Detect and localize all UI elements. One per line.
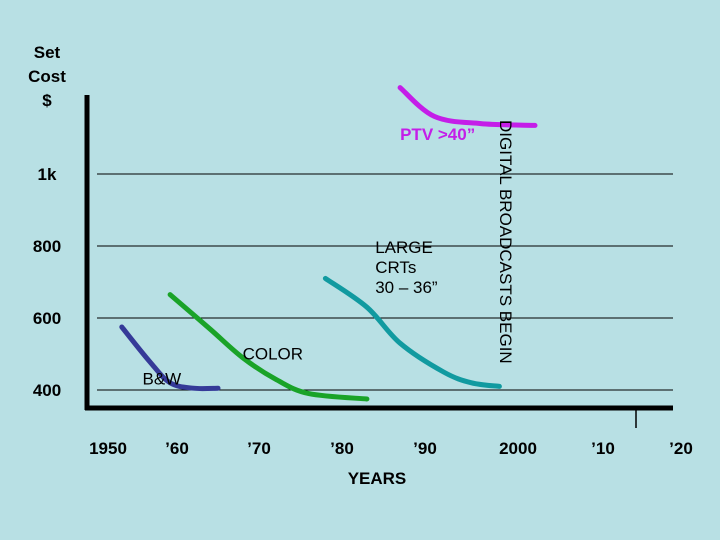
- x-tick-label: ’90: [413, 439, 437, 458]
- grid-lines: [97, 173, 673, 391]
- y-axis-label-line-3: $: [42, 91, 52, 110]
- annotation-color: COLOR: [243, 344, 303, 363]
- event-digital-broadcasts-label: DIGITAL BROADCASTS BEGIN: [496, 120, 515, 364]
- x-tick-label: ’70: [247, 439, 271, 458]
- x-tick-label: 2000: [499, 439, 537, 458]
- y-tick-label: 1k: [38, 165, 57, 184]
- x-tick-label: 1950: [89, 439, 127, 458]
- x-tick-label: ’60: [165, 439, 189, 458]
- annotation-ptv: PTV >40”: [400, 125, 475, 144]
- series-bw-line: [119, 324, 221, 392]
- series-group: [119, 85, 538, 402]
- annotation-crt-1: LARGE: [375, 238, 433, 257]
- y-tick-label: 800: [33, 237, 61, 256]
- x-tick-label: ’80: [330, 439, 354, 458]
- y-axis-label-line-2: Cost: [28, 67, 66, 86]
- label-group: 400 600 800 1k 1950 ’60 ’70 ’80 ’90 2000 ’10 ’20 B&W…: [33, 120, 693, 458]
- y-tick-label: 400: [33, 381, 61, 400]
- annotation-bw: B&W: [143, 370, 182, 389]
- series-color-line: [167, 292, 370, 402]
- x-tick-label: ’20: [669, 439, 693, 458]
- annotation-crt-2: CRTs: [375, 258, 416, 277]
- y-axis-label-line-1: Set: [34, 43, 61, 62]
- annotation-crt-3: 30 – 36”: [375, 278, 438, 297]
- series-ptv-line: [397, 85, 538, 128]
- x-tick-label: ’10: [591, 439, 615, 458]
- series-large-crt-line: [322, 275, 502, 389]
- y-tick-label: 600: [33, 309, 61, 328]
- x-axis-label: YEARS: [348, 469, 407, 488]
